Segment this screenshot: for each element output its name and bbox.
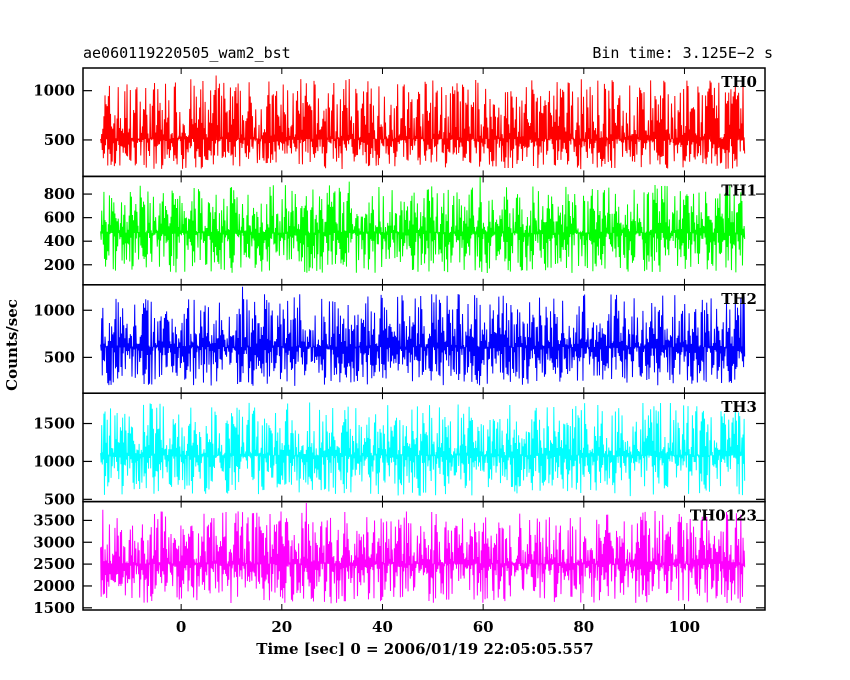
y-tick-label: 1500 [33,415,75,433]
y-axis-label: Counts/sec [3,299,21,391]
y-tick-label: 3500 [33,511,75,529]
y-tick-label: 1000 [33,82,75,100]
chart-title-left: ae060119220505_wam2_bst [83,44,291,62]
y-tick-label: 800 [44,185,75,203]
y-tick-label: 3000 [33,533,75,551]
series-line-th3 [100,402,746,497]
x-tick-label: 0 [176,618,186,636]
panel-th1: 200 400 600 800 TH1 [44,175,766,286]
x-axis-label: Time [sec] 0 = 2006/01/19 22:05:05.557 [256,640,593,658]
y-tick-label: 1000 [33,301,75,319]
x-tick-label: 40 [372,618,393,636]
y-tick-label: 1000 [33,452,75,470]
y-tick-label: 2500 [33,555,75,573]
panel-th0123: 1500 2000 2500 3000 3500 TH0123 [33,500,766,617]
y-tick-label: 500 [44,490,75,508]
x-tick-label: 20 [271,618,292,636]
panel-th2: 500 1000 TH2 [33,284,766,394]
series-label: TH2 [721,290,757,308]
panel-th3: 500 1000 1500 TH3 [33,392,766,508]
y-tick-label: 200 [44,256,75,274]
y-tick-label: 2000 [33,577,75,595]
y-tick-label: 500 [44,131,75,149]
x-tick-label: 100 [669,618,700,636]
x-tick-label: 80 [573,618,594,636]
panel-frame [82,500,766,611]
y-tick-label: 400 [44,232,75,250]
series-label: TH0123 [690,507,757,525]
series-line-th0123 [100,502,746,604]
bin-time-label: Bin time: 3.125E−2 s [592,44,773,62]
series-line-th0 [100,75,746,170]
series-label: TH3 [721,398,757,416]
y-tick-label: 1500 [33,599,75,617]
panel-th0: 500 1000 TH0 [33,67,766,178]
series-label: TH1 [721,181,757,199]
y-tick-label: 500 [44,348,75,366]
x-tick-label: 60 [473,618,494,636]
series-line-th2 [100,286,746,386]
series-label: TH0 [721,73,757,91]
series-line-th1 [100,177,746,273]
y-tick-label: 600 [44,209,75,227]
